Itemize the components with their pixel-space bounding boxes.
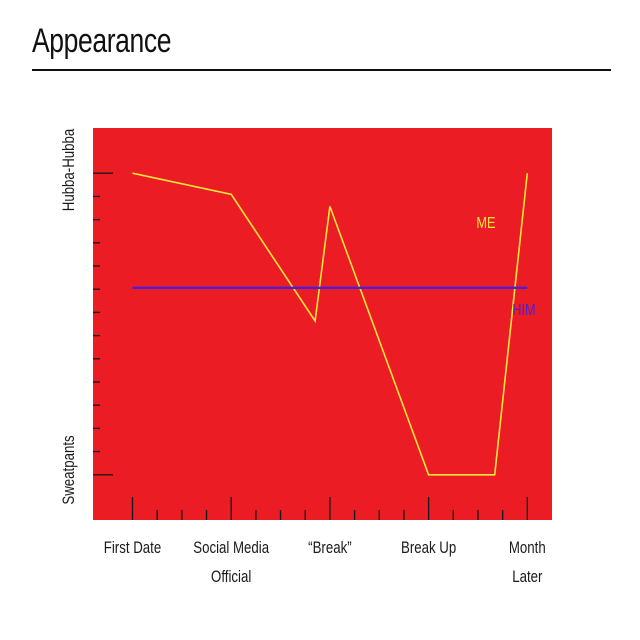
series-line-me: [132, 172, 529, 476]
x-tick-label: “Break”: [308, 539, 351, 558]
title-divider: [32, 69, 611, 71]
axis-ticks: [93, 172, 529, 520]
x-tick-label: Break Up: [401, 539, 456, 558]
y-tick-label: Hubba-Hubba: [60, 128, 79, 211]
y-tick-label: Sweatpants: [60, 435, 79, 505]
axis-labels: First Date Social Media Official “Break” Bre…: [60, 128, 546, 586]
series-label-him: HIM: [512, 302, 535, 320]
plot-background: [93, 128, 552, 520]
x-tick-label: Later: [512, 568, 542, 587]
page-title: Appearance: [32, 22, 172, 60]
x-tick-label: Month: [509, 539, 546, 558]
x-tick-label: Social Media: [193, 539, 269, 558]
x-tick-label: First Date: [104, 539, 161, 558]
series-lines: ME HIM: [132, 172, 536, 476]
series-label-me: ME: [476, 215, 495, 233]
x-tick-label: Official: [211, 568, 251, 587]
